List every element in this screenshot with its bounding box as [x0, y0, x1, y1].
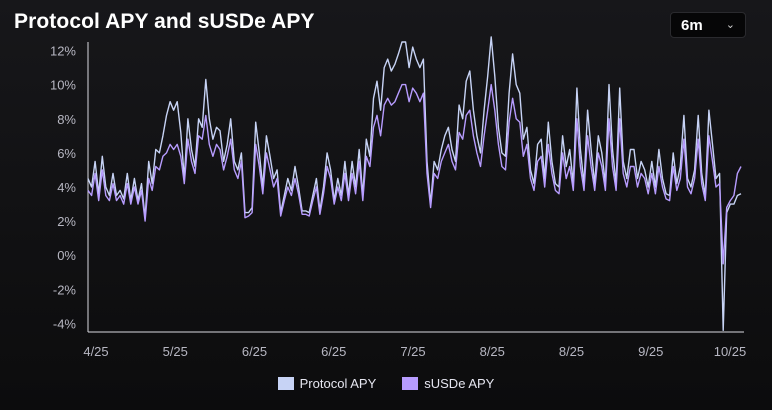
x-axis-ticks: 4/25 5/25 6/25 6/25 7/25 8/25 8/25 9/25 10/25 — [83, 344, 746, 359]
y-tick-label: 8% — [57, 112, 76, 127]
y-tick-label: 2% — [57, 214, 76, 229]
x-tick-label: 5/25 — [163, 344, 188, 359]
y-tick-label: -4% — [53, 316, 77, 331]
legend-swatch — [277, 377, 294, 390]
series-line-susde-apy — [87, 83, 742, 265]
legend: Protocol APY sUSDe APY — [0, 376, 772, 391]
x-tick-label: 7/25 — [400, 344, 425, 359]
y-tick-label: -2% — [53, 282, 77, 297]
y-tick-label: 10% — [50, 78, 76, 93]
legend-item-protocol-apy[interactable]: Protocol APY — [277, 376, 377, 391]
y-tick-label: 12% — [50, 44, 76, 59]
chart-title: Protocol APY and sUSDe APY — [14, 10, 315, 33]
time-range-value: 6m — [681, 16, 703, 34]
time-range-select[interactable]: 6m ⌄ — [670, 12, 746, 38]
series-lines — [87, 36, 742, 331]
legend-swatch — [402, 377, 419, 390]
x-tick-label: 6/25 — [242, 344, 267, 359]
series-line-protocol-apy — [87, 36, 742, 331]
legend-item-susde-apy[interactable]: sUSDe APY — [402, 376, 494, 391]
x-tick-label: 8/25 — [480, 344, 505, 359]
y-tick-label: 6% — [57, 146, 76, 161]
x-tick-label: 9/25 — [638, 344, 663, 359]
y-axis-ticks: 12% 10% 8% 6% 4% 2% 0% -2% -4% — [50, 44, 76, 332]
x-tick-label: 6/25 — [321, 344, 346, 359]
legend-label: Protocol APY — [299, 376, 377, 391]
x-tick-label: 4/25 — [83, 344, 108, 359]
y-tick-label: 0% — [57, 248, 76, 263]
legend-label: sUSDe APY — [424, 376, 495, 391]
x-tick-label: 8/25 — [559, 344, 584, 359]
y-tick-label: 4% — [57, 180, 76, 195]
x-tick-label: 10/25 — [714, 344, 747, 359]
chevron-down-icon: ⌄ — [725, 19, 735, 31]
